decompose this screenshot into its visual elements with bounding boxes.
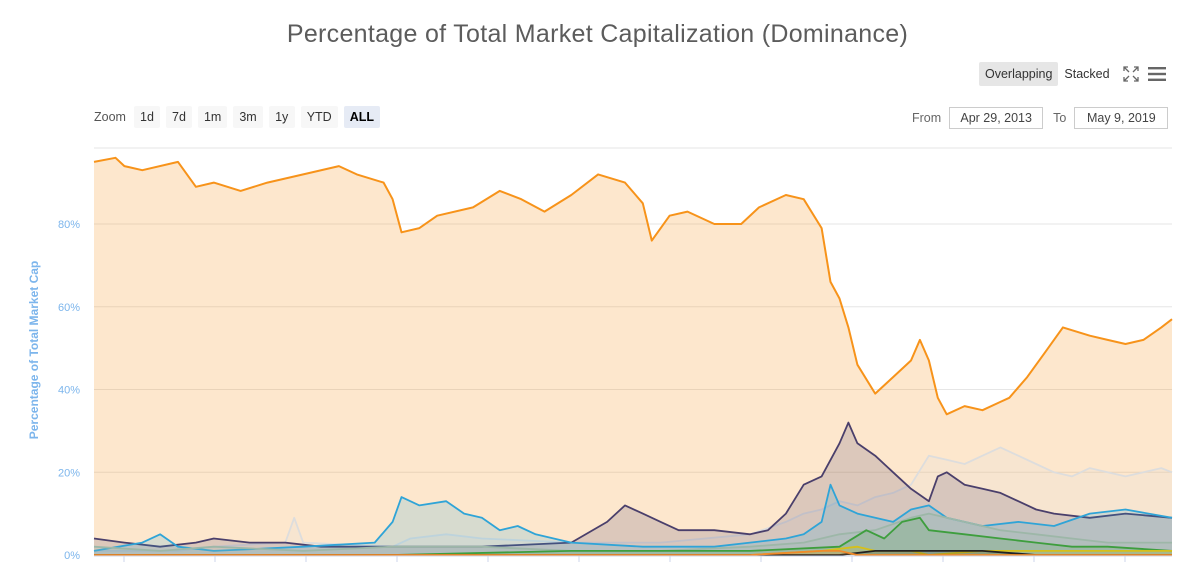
fullscreen-icon[interactable]: [1120, 63, 1142, 85]
from-label: From: [912, 111, 942, 125]
view-mode-toolbar: Overlapping Stacked: [979, 60, 1168, 87]
series-area-1: [94, 157, 1172, 556]
series-area-5: [94, 513, 1172, 555]
zoom-7d-button[interactable]: 7d: [165, 106, 192, 128]
hamburger-menu-icon[interactable]: [1146, 63, 1168, 85]
series-area-7: [94, 546, 1172, 555]
zoom-ytd-button[interactable]: YTD: [300, 106, 338, 128]
y-tick-label: 60%: [58, 302, 80, 314]
series-area-2: [94, 447, 1172, 555]
to-label: To: [1053, 111, 1067, 125]
series-line-1[interactable]: [93, 156, 1173, 416]
series-area-4: [94, 484, 1172, 555]
zoom-1m-button[interactable]: 1m: [197, 106, 228, 128]
series-line-9[interactable]: [94, 550, 1172, 556]
series-area-8: [94, 550, 1172, 555]
stacked-button[interactable]: Stacked: [1064, 66, 1110, 81]
date-range: From Apr 29, 2013 To May 9, 2019: [912, 107, 1169, 129]
y-tick-label: 0%: [64, 550, 80, 562]
to-date-input[interactable]: May 9, 2019: [1074, 107, 1169, 129]
series-layer: [93, 156, 1173, 556]
y-tick-label: 40%: [58, 385, 80, 397]
zoom-bar: Zoom 1d 7d 1m 3m 1y YTD ALL: [94, 106, 386, 128]
zoom-label: Zoom: [94, 110, 126, 124]
zoom-all-button[interactable]: ALL: [343, 106, 381, 128]
series-line-3[interactable]: [93, 421, 1173, 548]
axis: 0% 20% 40% 60% 80% Percentage of Total Market…: [27, 219, 1172, 562]
overlapping-button[interactable]: Overlapping: [979, 61, 1059, 86]
from-date-input[interactable]: Apr 29, 2013: [949, 107, 1044, 129]
y-axis-title: Percentage of Total Market Cap: [27, 261, 41, 440]
zoom-1y-button[interactable]: 1y: [268, 106, 295, 128]
chart-title: Percentage of Total Market Capitalizatio…: [286, 20, 909, 48]
zoom-3m-button[interactable]: 3m: [233, 106, 263, 128]
y-tick-label: 80%: [58, 219, 80, 231]
series-line-6[interactable]: [94, 516, 1173, 556]
y-tick-label: 20%: [58, 467, 80, 479]
zoom-1d-button[interactable]: 1d: [133, 106, 160, 128]
series-line-5[interactable]: [93, 512, 1172, 552]
series-area-6: [94, 517, 1172, 555]
